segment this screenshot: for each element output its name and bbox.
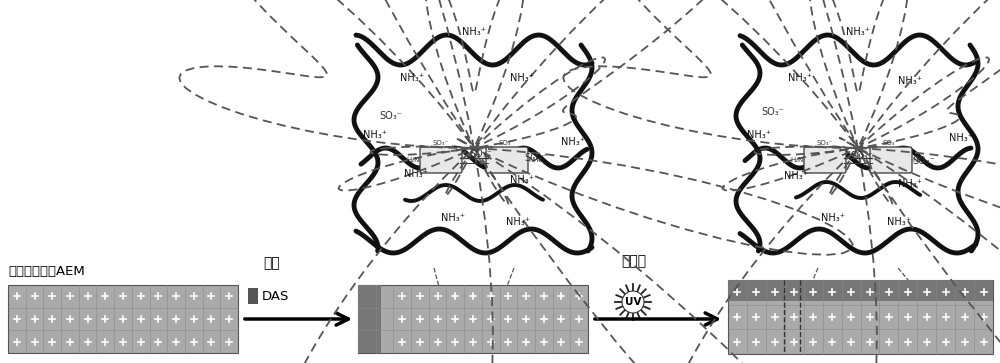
Circle shape bbox=[622, 291, 644, 313]
Text: SO₃⁻: SO₃⁻ bbox=[913, 156, 936, 166]
Text: SO₃⁻: SO₃⁻ bbox=[469, 150, 492, 159]
Text: NH₃⁺: NH₃⁺ bbox=[950, 133, 974, 143]
Text: NH₃⁺: NH₃⁺ bbox=[898, 179, 922, 189]
Text: NH₃⁺: NH₃⁺ bbox=[404, 168, 428, 179]
Text: H₂N: H₂N bbox=[791, 157, 804, 163]
Bar bbox=[248, 288, 258, 304]
Text: 光交联: 光交联 bbox=[621, 254, 647, 268]
Text: 阴离子交换膜AEM: 阴离子交换膜AEM bbox=[8, 265, 85, 278]
Text: NH₃⁺: NH₃⁺ bbox=[441, 213, 465, 223]
FancyBboxPatch shape bbox=[420, 147, 462, 173]
Text: NH₃⁺: NH₃⁺ bbox=[363, 130, 387, 140]
Text: SO₃⁻: SO₃⁻ bbox=[433, 140, 449, 146]
FancyBboxPatch shape bbox=[870, 147, 912, 173]
Text: SO₃⁻: SO₃⁻ bbox=[883, 140, 899, 146]
Text: NH₃⁺: NH₃⁺ bbox=[561, 136, 585, 147]
Text: NH₃⁺: NH₃⁺ bbox=[506, 217, 530, 227]
Text: NH₂: NH₂ bbox=[528, 157, 541, 163]
Text: SO₃⁻: SO₃⁻ bbox=[525, 153, 548, 163]
Text: SO₃⁻: SO₃⁻ bbox=[851, 151, 874, 161]
Text: NH₃⁺: NH₃⁺ bbox=[400, 73, 424, 83]
Bar bbox=[358, 285, 588, 353]
Text: UV: UV bbox=[625, 297, 641, 307]
Text: DAS: DAS bbox=[262, 290, 289, 303]
Text: NH₃⁺: NH₃⁺ bbox=[784, 171, 808, 181]
FancyBboxPatch shape bbox=[486, 147, 528, 173]
Bar bbox=[358, 285, 381, 353]
Text: SO₃⁻: SO₃⁻ bbox=[817, 140, 833, 146]
Bar bbox=[8, 285, 238, 353]
Text: NH₃⁺: NH₃⁺ bbox=[747, 130, 771, 140]
Bar bbox=[728, 280, 993, 354]
Text: NH₃⁺: NH₃⁺ bbox=[788, 73, 812, 83]
Text: NH₃⁺: NH₃⁺ bbox=[846, 27, 870, 37]
Text: NH₃⁺: NH₃⁺ bbox=[821, 213, 845, 223]
Text: NH₃⁺: NH₃⁺ bbox=[510, 175, 534, 185]
Text: 渗透: 渗透 bbox=[264, 256, 280, 270]
Text: NH₃⁺: NH₃⁺ bbox=[887, 217, 911, 227]
Text: SO₃⁻: SO₃⁻ bbox=[499, 140, 515, 146]
Text: SO₃⁻: SO₃⁻ bbox=[761, 107, 784, 117]
Text: H₂N: H₂N bbox=[407, 157, 420, 163]
Text: SO₃⁻: SO₃⁻ bbox=[380, 111, 403, 121]
Bar bbox=[728, 280, 993, 301]
Text: NH₃⁺: NH₃⁺ bbox=[462, 27, 486, 37]
FancyBboxPatch shape bbox=[804, 147, 846, 173]
Text: NH₃⁺: NH₃⁺ bbox=[510, 73, 534, 83]
Text: NH₃⁺: NH₃⁺ bbox=[898, 77, 922, 86]
Text: NH₂: NH₂ bbox=[912, 157, 925, 163]
